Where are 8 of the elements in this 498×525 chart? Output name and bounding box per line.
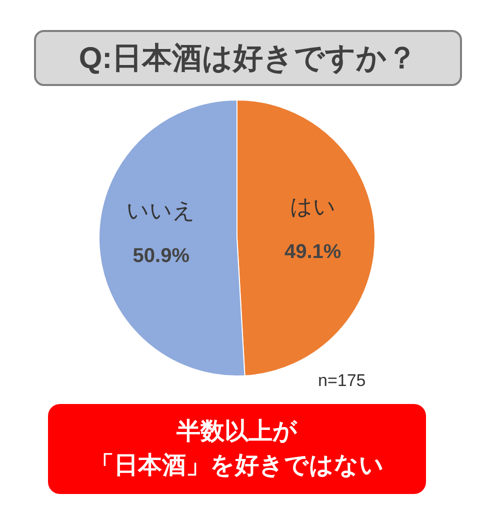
data-label: 50.9% (132, 245, 190, 268)
text: n=175 (318, 371, 366, 391)
chart-title: Q:日本酒は好きですか？ (34, 30, 462, 86)
text: 半数以上が (176, 417, 298, 447)
slice-label: はい (290, 194, 336, 219)
text: 「日本酒」を好きではない (90, 451, 384, 481)
slice-label: いいえ (126, 198, 196, 224)
data-label: 49.1% (284, 240, 342, 263)
